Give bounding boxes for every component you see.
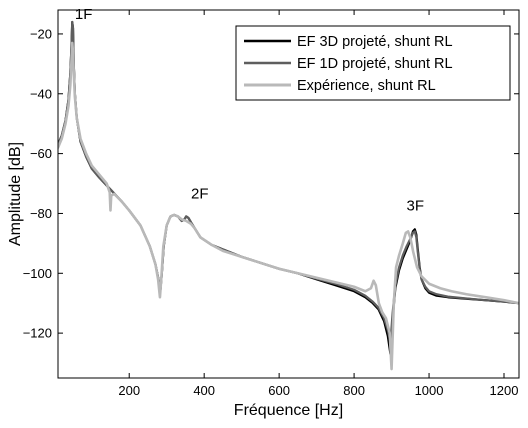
y-tick-label: −120 [23,326,52,341]
legend-entry: Expérience, shunt RL [297,78,436,94]
mode-annotation: 3F [407,197,425,214]
x-tick-label: 600 [268,383,290,398]
x-tick-label: 1000 [415,383,444,398]
legend-entry: EF 1D projeté, shunt RL [297,56,453,72]
legend: EF 3D projeté, shunt RL EF 1D projeté, sh… [235,25,511,101]
y-axis-label: Amplitude [dB] [7,142,24,246]
y-tick-label: −40 [30,86,52,101]
plot-frame [57,9,520,379]
x-axis-label: Fréquence [Hz] [234,402,343,419]
x-tick-label: 200 [118,383,140,398]
x-tick-label: 1200 [490,383,519,398]
y-tick-label: −100 [23,266,52,281]
y-tick-label: −20 [30,26,52,41]
annotation-layer: 1F 2F 3F [75,6,424,214]
y-tick-label: −60 [30,146,52,161]
series-layer [58,20,519,371]
ticks-layer: 200 400 600 800 1000 1200 −20 −40 −60 −80 −100 −120 [23,10,519,398]
legend-entry: EF 3D projeté, shunt RL [297,34,453,50]
x-tick-label: 400 [193,383,215,398]
x-tick-label: 800 [343,383,365,398]
y-tick-label: −80 [30,206,52,221]
mode-annotation: 1F [75,6,93,23]
mode-annotation: 2F [191,185,209,202]
series-line-3 [58,41,519,371]
